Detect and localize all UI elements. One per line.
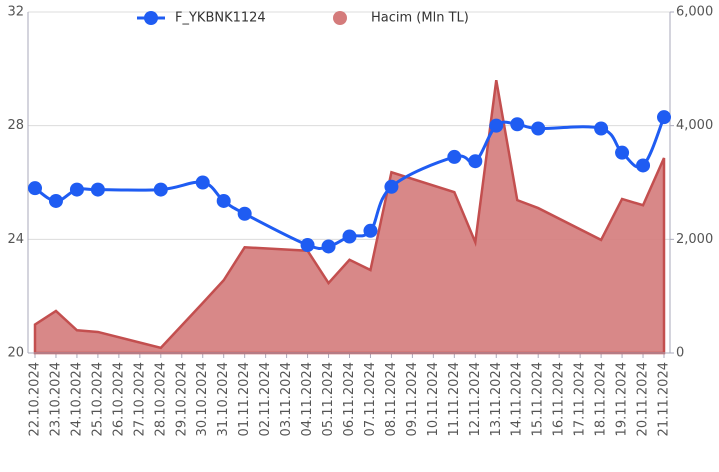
price-point	[489, 118, 504, 133]
volume-area	[33, 79, 666, 355]
price-point	[28, 181, 42, 196]
y2-tick-label: 2,000	[676, 232, 713, 247]
x-tick-label: 25.10.2024	[90, 362, 105, 436]
x-tick-label: 23.10.2024	[48, 362, 63, 436]
x-tick-label: 30.10.2024	[195, 362, 210, 436]
x-tick-label: 16.11.2024	[552, 362, 567, 436]
x-tick-label: 10.11.2024	[426, 362, 441, 436]
x-tick-label: 31.10.2024	[216, 362, 231, 436]
y2-tick-label: 4,000	[676, 118, 713, 133]
x-tick-label: 06.11.2024	[342, 362, 357, 436]
x-tick-label: 29.10.2024	[174, 362, 189, 436]
price-point	[531, 121, 546, 136]
x-tick-label: 05.11.2024	[321, 362, 336, 436]
x-tick-label: 07.11.2024	[363, 362, 378, 436]
legend-marker	[144, 11, 158, 25]
y2-tick-label: 6,000	[676, 5, 713, 20]
y-tick-label: 24	[7, 232, 24, 247]
price-point	[510, 117, 525, 132]
x-tick-label: 17.11.2024	[573, 362, 588, 436]
x-tick-label: 12.11.2024	[468, 362, 483, 436]
x-tick-label: 21.11.2024	[657, 362, 672, 436]
x-tick-label: 24.10.2024	[69, 362, 84, 436]
legend-marker	[333, 11, 347, 25]
x-tick-label: 01.11.2024	[237, 362, 252, 436]
x-tick-label: 15.11.2024	[531, 362, 546, 436]
price-point	[153, 182, 168, 197]
legend-label: F_YKBNK1124	[175, 11, 266, 26]
price-point	[594, 121, 609, 136]
price-point	[48, 193, 63, 208]
x-tick-label: 26.10.2024	[111, 362, 126, 436]
x-tick-label: 11.11.2024	[447, 362, 462, 436]
price-point	[237, 206, 252, 221]
x-tick-label: 03.11.2024	[279, 362, 294, 436]
x-tick-label: 18.11.2024	[594, 362, 609, 436]
x-tick-label: 02.11.2024	[258, 362, 273, 436]
y-tick-label: 32	[7, 5, 24, 20]
price-point	[363, 223, 378, 238]
x-tick-label: 28.10.2024	[153, 362, 168, 436]
price-point	[69, 182, 84, 197]
price-line	[34, 116, 666, 251]
x-tick-label: 19.11.2024	[615, 362, 630, 436]
x-tick-label: 20.11.2024	[636, 362, 651, 436]
price-point	[657, 110, 671, 125]
x-tick-label: 08.11.2024	[384, 362, 399, 436]
price-point	[300, 238, 315, 253]
x-tick-label: 14.11.2024	[510, 362, 525, 436]
price-point	[615, 145, 630, 160]
legend-label: Hacim (Mln TL)	[371, 11, 469, 26]
price-point	[468, 154, 483, 169]
price-point	[636, 158, 651, 173]
x-tick-label: 27.10.2024	[132, 362, 147, 436]
x-tick-label: 13.11.2024	[489, 362, 504, 436]
price-point	[195, 175, 210, 190]
price-point	[447, 149, 462, 164]
price-point	[216, 193, 231, 208]
x-tick-label: 09.11.2024	[405, 362, 420, 436]
price-point	[384, 179, 399, 194]
price-point	[342, 229, 357, 244]
price-point	[321, 239, 336, 254]
y2-tick-label: 0	[676, 346, 684, 361]
x-tick-label: 04.11.2024	[300, 362, 315, 436]
price-point	[90, 182, 105, 197]
y-tick-label: 20	[7, 346, 24, 361]
y-tick-label: 28	[7, 118, 24, 133]
x-tick-label: 22.10.2024	[28, 362, 43, 436]
